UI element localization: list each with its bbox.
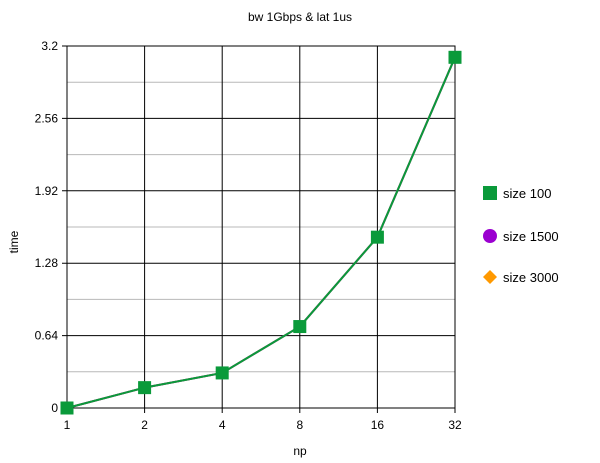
- y-tick-label: 0.64: [35, 329, 59, 343]
- y-tick-label: 3.2: [41, 39, 58, 53]
- y-tick-label: 0: [51, 401, 58, 415]
- y-tick-label: 2.56: [35, 111, 59, 125]
- x-tick-label: 4: [219, 418, 226, 432]
- chart-title: bw 1Gbps & lat 1us: [248, 10, 352, 24]
- plot-series: [60, 50, 462, 415]
- y-tick-label: 1.92: [35, 184, 59, 198]
- data-point: [215, 366, 229, 380]
- axes: 0 0.64 1.28 1.92 2.56 3.2 1 2 4 8 16 32: [35, 39, 462, 432]
- data-point: [370, 230, 384, 244]
- x-tick-label: 1: [64, 418, 71, 432]
- series-line: [66, 56, 456, 409]
- y-tick-label: 1.28: [35, 256, 59, 270]
- series-line: [66, 56, 456, 409]
- data-point: [448, 50, 462, 64]
- x-tick-label: 8: [296, 418, 303, 432]
- series-line: [66, 56, 456, 409]
- plot-grid: [62, 45, 456, 413]
- legend-marker: [483, 270, 497, 284]
- legend-label: size 1500: [503, 229, 559, 244]
- legend-marker: [483, 186, 497, 200]
- x-axis-label: np: [293, 444, 307, 458]
- data-point: [60, 401, 74, 415]
- legend-marker: [483, 229, 497, 243]
- x-tick-label: 32: [448, 418, 462, 432]
- legend-label: size 100: [503, 186, 551, 201]
- plot-frame: [66, 45, 456, 409]
- x-tick-label: 2: [141, 418, 148, 432]
- x-tick-label: 16: [371, 418, 385, 432]
- y-axis-label: time: [7, 230, 21, 253]
- legend-label: size 3000: [503, 270, 559, 285]
- data-point: [138, 381, 152, 395]
- data-point: [293, 320, 307, 334]
- legend: size 100 size 1500 size 3000: [483, 186, 559, 285]
